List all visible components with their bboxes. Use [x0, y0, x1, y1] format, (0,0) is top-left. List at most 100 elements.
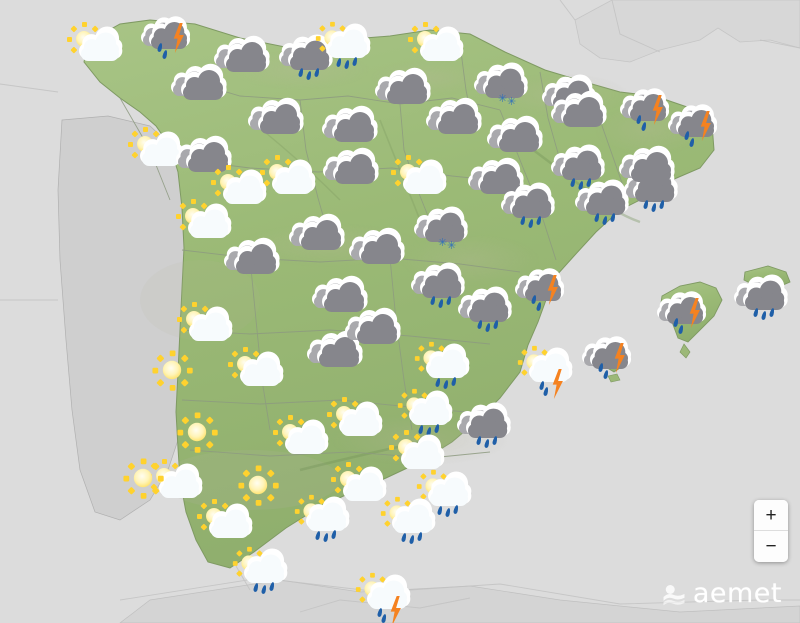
weather-icon-storm: [581, 335, 644, 385]
rain-drop-icon: [601, 215, 609, 226]
lightning-bolt-icon: [689, 298, 700, 328]
foreign-land-morocco: [119, 579, 800, 623]
weather-icon-storm: [619, 87, 682, 137]
cloud-dgrey-icon: [562, 150, 602, 180]
cloud-dgrey-icon: [563, 97, 603, 127]
rain-drop-icon: [450, 376, 458, 387]
weather-icon-cloudy: [549, 90, 611, 140]
snowflake-icon: ✳: [507, 95, 517, 108]
weather-icon-storm: [140, 15, 203, 65]
zoom-out-button[interactable]: −: [754, 531, 788, 562]
weather-icon-cloudy-rain: [277, 33, 339, 85]
cloud-white-icon: [308, 502, 346, 531]
cloud-dgrey-icon: [226, 42, 266, 72]
rain-drop-icon: [335, 57, 343, 68]
weather-icon-cloudy: [617, 145, 679, 195]
weather-icon-cloudy-snow: ✳ ✳: [412, 205, 474, 257]
rain-drop-icon: [452, 504, 460, 515]
weather-icon-partly-cloudy: [387, 428, 449, 478]
weather-icon-sunny: [112, 453, 174, 503]
cloud-white-icon: [191, 312, 229, 341]
weather-icon-partly-cloudy-rain: [314, 20, 376, 70]
weather-icon-partly-cloudy: [329, 460, 391, 510]
sun-icon: [176, 411, 218, 453]
cloud-white-icon: [531, 353, 569, 382]
cloud-white-icon: [274, 165, 312, 194]
weather-icon-partly-cloudy: [406, 20, 468, 70]
lightning-bolt-icon: [390, 596, 401, 623]
cloud-dgrey-icon: [236, 244, 276, 274]
snowflake-icon: ✳: [498, 92, 508, 105]
weather-icon-cloudy-rain: [573, 178, 635, 230]
weather-icon-cloudy: [305, 330, 367, 380]
cloud-white-icon: [394, 504, 432, 533]
weather-icon-partly-cloudy: [209, 163, 271, 213]
weather-icon-cloudy-rain: [549, 143, 611, 195]
lightning-bolt-icon: [614, 343, 625, 373]
aemet-mark-icon: [663, 584, 685, 605]
cloud-dgrey-icon: [319, 337, 359, 367]
weather-icon-partly-cloudy: [175, 300, 237, 350]
cloud-dgrey-icon: [485, 68, 525, 98]
weather-icon-cloudy-rain: [499, 181, 561, 233]
lightning-bolt-icon: [700, 111, 711, 141]
rain-drop-icon: [416, 531, 424, 542]
weather-icon-cloudy: [466, 157, 528, 207]
cloud-white-icon: [329, 29, 367, 58]
cloud-white-icon: [246, 554, 284, 583]
rain-drop-icon: [314, 530, 322, 541]
rain-drop-icon: [260, 584, 268, 595]
cloud-white-icon: [403, 440, 441, 469]
sun-icon: [151, 349, 193, 391]
sun-icon: [237, 464, 279, 506]
cloud-dgrey-icon: [183, 70, 223, 100]
land-cabrera: [679, 343, 691, 359]
rain-drop-icon: [351, 56, 359, 67]
weather-icon-partly-cloudy-storm: [355, 572, 417, 623]
cloud-white-icon: [211, 509, 249, 538]
weather-icon-storm: [656, 290, 719, 340]
rain-drop-icon: [322, 532, 330, 543]
rain-drop-icon: [380, 613, 388, 623]
weather-icon-sunny: [227, 460, 289, 510]
weather-icon-cloudy: [347, 227, 409, 277]
weather-icon-cloudy: [310, 275, 372, 325]
cloud-white-icon: [225, 175, 263, 204]
weather-icon-cloudy-rain: [409, 261, 471, 313]
weather-icon-partly-cloudy-rain: [415, 468, 477, 518]
weather-icon-partly-cloudy: [258, 153, 320, 203]
cloud-white-icon: [422, 32, 460, 61]
rain-drop-icon: [527, 218, 535, 229]
cloud-white-icon: [81, 32, 119, 61]
cloud-dgrey-icon: [425, 212, 465, 242]
cloud-white-icon: [428, 349, 466, 378]
cloud-dgrey-icon: [335, 154, 375, 184]
zoom-control[interactable]: + −: [754, 500, 788, 562]
weather-icon-cloudy: [212, 35, 274, 85]
aemet-logo: aemet: [662, 578, 782, 609]
rain-drop-icon: [305, 70, 313, 81]
zoom-in-button[interactable]: +: [754, 500, 788, 531]
weather-icon-partly-cloudy-rain: [231, 545, 293, 595]
cloud-dgrey-icon: [480, 164, 520, 194]
weather-icon-partly-cloudy: [65, 20, 127, 70]
weather-icon-cloudy: [485, 115, 547, 165]
cloud-white-icon: [242, 357, 280, 386]
weather-icon-cloudy: [287, 213, 349, 263]
lightning-bolt-icon: [547, 275, 558, 305]
rain-drop-icon: [330, 529, 338, 540]
weather-icon-partly-cloudy: [174, 197, 236, 247]
snowflake-icon: ✳: [438, 236, 448, 249]
weather-icon-partly-cloudy-rain: [379, 495, 441, 545]
rain-drop-icon: [437, 298, 445, 309]
rain-drop-icon: [444, 507, 452, 518]
cloud-white-icon: [190, 209, 228, 238]
cloud-dgrey-icon: [290, 40, 330, 70]
weather-icon-cloudy: [222, 237, 284, 287]
cloud-dgrey-icon: [324, 282, 364, 312]
cloud-dgrey-icon: [260, 104, 300, 134]
cloud-white-icon: [341, 407, 379, 436]
rain-drop-icon: [650, 202, 658, 213]
rain-drop-icon: [760, 310, 768, 321]
